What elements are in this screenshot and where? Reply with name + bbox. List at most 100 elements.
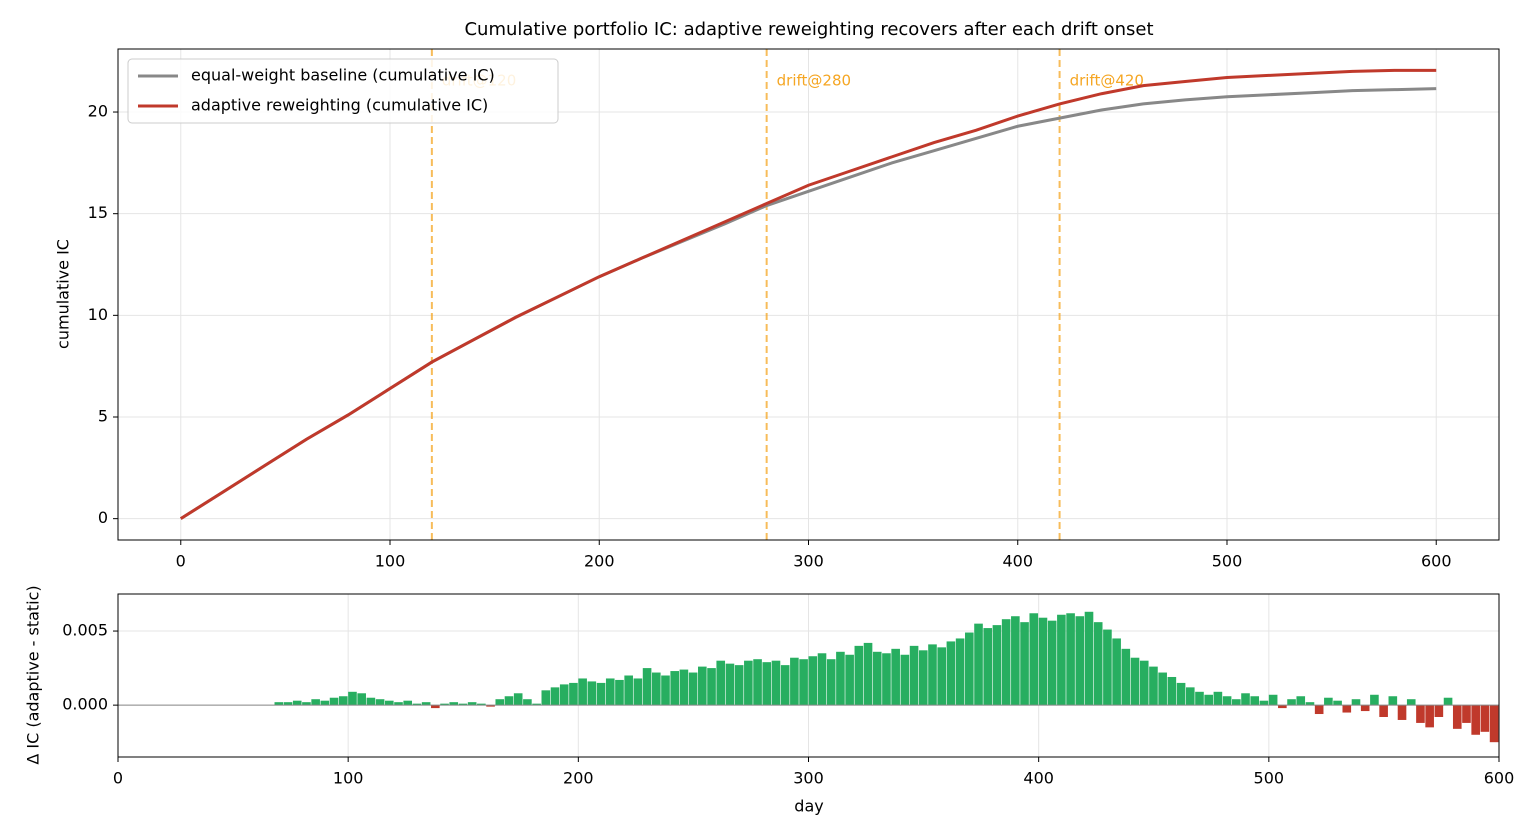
delta-bar [274,702,284,706]
delta-bar [1222,696,1232,706]
delta-bar [965,632,974,706]
delta-bar [302,702,311,706]
delta-bar [1139,660,1149,706]
delta-bar [661,675,670,706]
delta-bar [1001,619,1011,706]
delta-bar [1278,705,1287,709]
delta-bar [504,696,514,706]
delta-bar [817,653,827,706]
delta-bar [477,703,486,706]
delta-bar [587,681,597,706]
delta-bar [1416,705,1425,723]
delta-bar [928,644,937,706]
delta-bar [946,641,956,706]
x-tick-label: 400 [1023,769,1054,788]
delta-bar [1397,705,1407,720]
delta-bar [329,697,339,706]
delta-bar [532,703,541,706]
delta-bar [955,638,965,706]
delta-bar [1047,620,1057,706]
delta-bar [836,651,845,706]
delta-bar [1103,629,1112,706]
chart-title: Cumulative portfolio IC: adaptive reweig… [464,19,1153,40]
delta-bar [642,668,652,706]
delta-bar [1232,699,1241,706]
delta-bar [440,703,449,706]
delta-bar [292,700,302,706]
y-tick-label: 5 [98,406,108,425]
delta-bar [937,647,946,706]
delta-bar [1158,672,1167,706]
delta-bar [1471,705,1480,735]
delta-bar [1296,696,1306,706]
delta-bar [1130,657,1140,706]
axes-frame [117,48,1500,541]
y-axis-label: Δ IC (adaptive - static) [24,585,43,764]
delta-bar [513,693,523,706]
delta-bar [918,650,928,706]
delta-bar [357,693,366,706]
x-tick-label: 400 [1002,552,1033,571]
delta-bar [698,666,707,706]
delta-bar [854,645,864,706]
delta-bar [1425,705,1434,728]
delta-bar [1462,705,1471,723]
delta-bar [670,671,680,706]
delta-bar [1342,705,1352,713]
delta-bar [826,659,836,706]
delta-bar [541,690,551,706]
delta-bar [1268,694,1278,706]
delta-bar [283,702,293,706]
y-tick-label: 0 [98,508,108,527]
delta-bar [1333,700,1342,706]
delta-bar [605,678,615,706]
delta-bar [615,679,624,706]
delta-bar [624,675,633,706]
delta-bar [744,660,753,706]
delta-bar [1388,696,1398,706]
delta-bar [845,654,854,706]
delta-bar [569,682,578,706]
delta-bar [1020,622,1029,706]
delta-bar [1121,648,1131,706]
delta-bar [311,699,320,706]
delta-bar [1259,700,1269,706]
drift-label: drift@420 [1070,72,1144,90]
series-line [179,68,1437,520]
delta-bar [734,665,744,706]
delta-bar [633,678,643,706]
drift-label: drift@280 [777,72,851,90]
axes-frame [117,593,1500,758]
delta-bar [1029,613,1039,706]
delta-bar [983,628,993,706]
delta-bar [523,699,532,706]
delta-bar [467,702,477,706]
delta-bar [458,703,468,706]
delta-bar [1324,697,1333,706]
y-tick-label: 20 [88,102,108,121]
delta-bar [394,702,403,706]
delta-bar [1195,691,1204,706]
x-tick-label: 500 [1254,769,1285,788]
delta-bar [725,663,735,706]
delta-bar [1185,687,1195,706]
delta-bar [1204,694,1213,706]
delta-bar [651,672,661,706]
delta-bar [1075,616,1085,706]
delta-bar [790,657,799,706]
delta-bar [1287,699,1296,706]
delta-bar [707,668,716,706]
x-axis-label: day [794,797,823,816]
x-tick-label: 600 [1484,769,1515,788]
delta-bar [1314,705,1324,715]
delta-bar [1167,676,1177,706]
delta-bar [338,696,348,706]
x-tick-label: 0 [176,552,186,571]
delta-bar [1112,638,1121,706]
delta-bar [780,665,790,706]
delta-bar [992,625,1002,706]
delta-bar [1443,697,1453,706]
delta-bar [320,700,330,706]
delta-bar [1011,616,1020,706]
